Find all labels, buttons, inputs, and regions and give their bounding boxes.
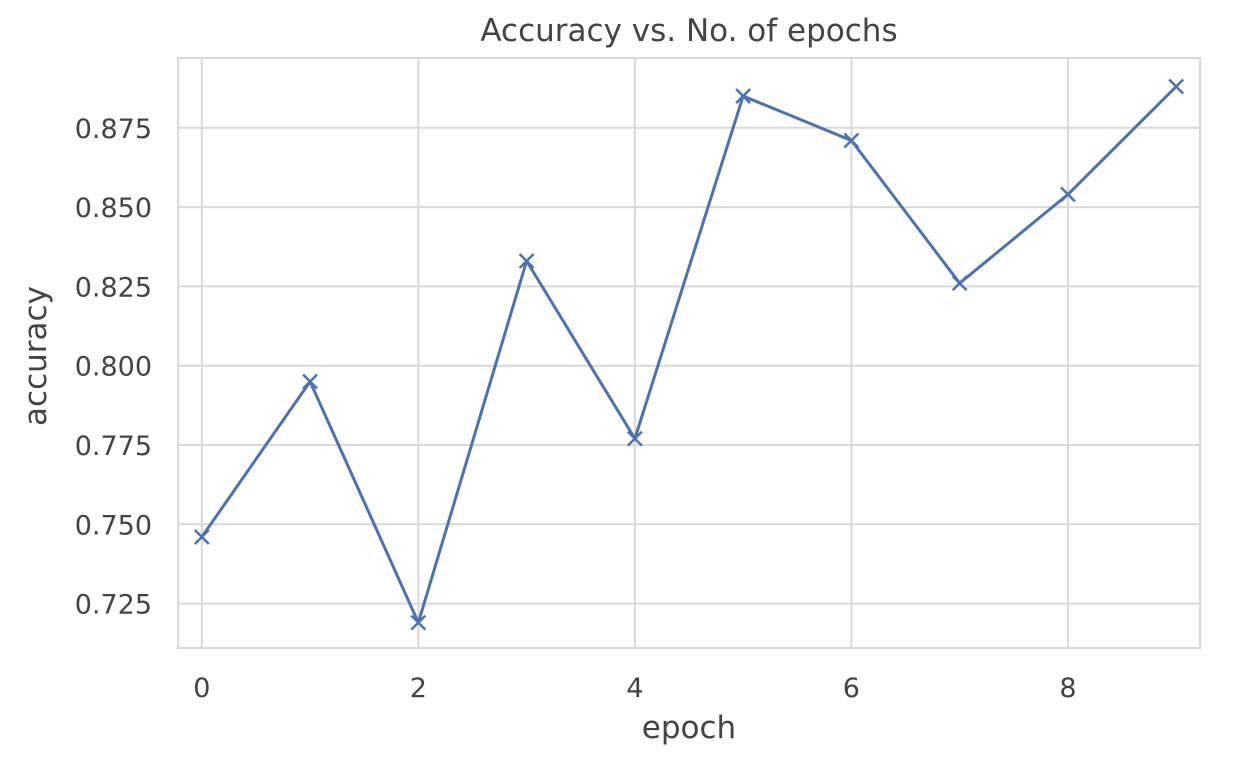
x-axis-label: epoch <box>642 710 736 746</box>
data-point-marker <box>951 275 968 292</box>
data-point-marker <box>1168 78 1185 95</box>
y-axis-label: accuracy <box>18 286 54 426</box>
series-layer <box>193 78 1185 631</box>
tick-labels: 0 2 4 6 8 0.725 0.750 0.775 0.800 0.825 0.850 0.875 <box>75 114 1077 704</box>
data-point-marker <box>1060 186 1076 203</box>
x-tick-label: 2 <box>410 673 427 704</box>
data-point-marker <box>626 430 643 447</box>
series-line <box>200 85 1178 625</box>
x-tick-label: 8 <box>1059 673 1076 704</box>
y-tick-label: 0.775 <box>75 431 152 462</box>
y-tick-label: 0.825 <box>75 272 152 303</box>
data-point-marker <box>518 253 535 269</box>
data-point-marker <box>735 88 752 104</box>
y-tick-label: 0.725 <box>75 590 152 621</box>
x-tick-label: 6 <box>843 673 860 704</box>
data-point-marker <box>410 614 427 631</box>
x-tick-label: 4 <box>626 673 643 704</box>
grid <box>178 58 1200 648</box>
data-point-marker <box>193 529 210 545</box>
y-tick-label: 0.800 <box>75 352 152 383</box>
plot-frame <box>177 57 1201 649</box>
x-tick-label: 0 <box>193 673 210 704</box>
chart-title: Accuracy vs. No. of epochs <box>480 13 897 49</box>
y-tick-label: 0.750 <box>75 510 152 541</box>
y-tick-label: 0.875 <box>75 114 152 145</box>
data-point-marker <box>302 373 318 390</box>
data-point-marker <box>843 132 860 149</box>
y-tick-label: 0.850 <box>75 193 152 224</box>
